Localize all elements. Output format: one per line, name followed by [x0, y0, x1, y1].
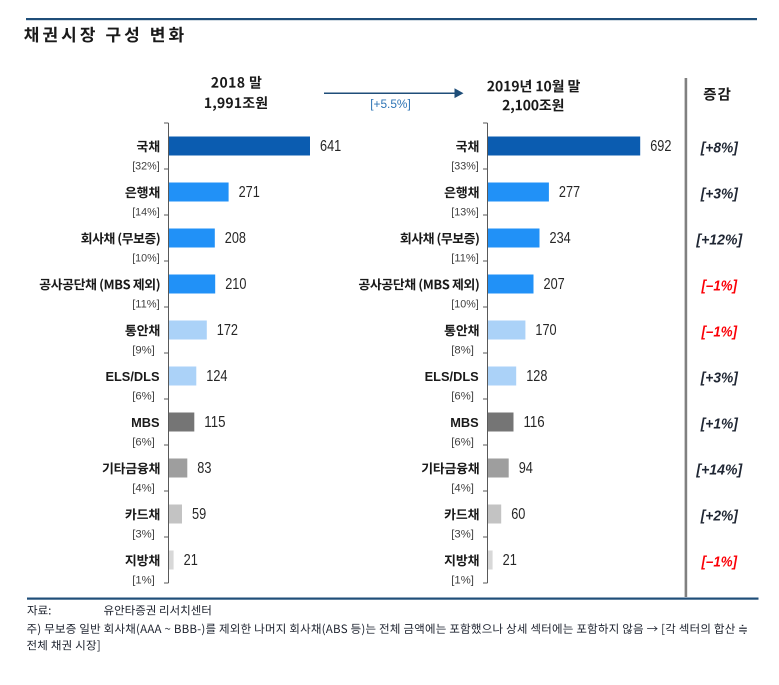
svg-text:[14%]: [14%] [132, 206, 160, 218]
svg-text:21: 21 [503, 552, 517, 569]
svg-text:[+5.5%]: [+5.5%] [370, 99, 411, 111]
svg-text:[11%]: [11%] [451, 252, 479, 264]
svg-text:ELS/DLS: ELS/DLS [425, 369, 480, 384]
svg-text:[6%]: [6%] [451, 390, 474, 402]
svg-text:[10%]: [10%] [132, 252, 160, 264]
svg-text:692: 692 [650, 138, 671, 155]
svg-text:[33%]: [33%] [451, 160, 479, 172]
svg-text:60: 60 [511, 506, 525, 523]
svg-text:277: 277 [559, 184, 580, 201]
svg-text:59: 59 [192, 506, 206, 523]
svg-text:[+1%]: [+1%] [700, 415, 739, 432]
svg-text:[+3%]: [+3%] [700, 185, 739, 202]
svg-text:[9%]: [9%] [132, 344, 155, 356]
svg-text:[–1%]: [–1%] [701, 323, 738, 340]
svg-text:170: 170 [535, 322, 556, 339]
svg-text:207: 207 [544, 276, 565, 293]
svg-text:210: 210 [225, 276, 246, 293]
svg-text:[3%]: [3%] [451, 528, 474, 540]
svg-text:234: 234 [550, 230, 571, 247]
svg-text:[8%]: [8%] [451, 344, 474, 356]
svg-text:[4%]: [4%] [451, 482, 474, 494]
svg-text:[+12%]: [+12%] [695, 231, 743, 248]
svg-text:641: 641 [320, 138, 341, 155]
svg-text:94: 94 [519, 460, 533, 477]
svg-text:115: 115 [204, 414, 225, 431]
svg-text:[4%]: [4%] [132, 482, 155, 494]
svg-text:MBS: MBS [131, 415, 160, 430]
svg-text:[1%]: [1%] [451, 574, 474, 586]
svg-text:[32%]: [32%] [132, 160, 160, 172]
svg-text:[6%]: [6%] [132, 390, 155, 402]
svg-text:208: 208 [225, 230, 246, 247]
svg-text:[+3%]: [+3%] [700, 369, 739, 386]
svg-text:83: 83 [197, 460, 211, 477]
svg-text:[11%]: [11%] [132, 298, 160, 310]
svg-text:[13%]: [13%] [451, 206, 479, 218]
svg-text:[6%]: [6%] [451, 436, 474, 448]
svg-text:116: 116 [524, 414, 545, 431]
svg-text:124: 124 [206, 368, 227, 385]
svg-text:271: 271 [239, 184, 260, 201]
svg-text:[10%]: [10%] [451, 298, 479, 310]
svg-text:128: 128 [526, 368, 547, 385]
svg-text:21: 21 [184, 552, 198, 569]
svg-text:MBS: MBS [450, 415, 479, 430]
svg-text:[6%]: [6%] [132, 436, 155, 448]
svg-text:ELS/DLS: ELS/DLS [105, 369, 160, 384]
svg-text:[+14%]: [+14%] [695, 461, 743, 478]
svg-text:[+8%]: [+8%] [700, 139, 739, 156]
svg-text:[3%]: [3%] [132, 528, 155, 540]
svg-text:172: 172 [217, 322, 238, 339]
svg-text:[1%]: [1%] [132, 574, 155, 586]
svg-text:[–1%]: [–1%] [701, 553, 738, 570]
svg-text:[–1%]: [–1%] [701, 277, 738, 294]
svg-text:[+2%]: [+2%] [700, 507, 739, 524]
